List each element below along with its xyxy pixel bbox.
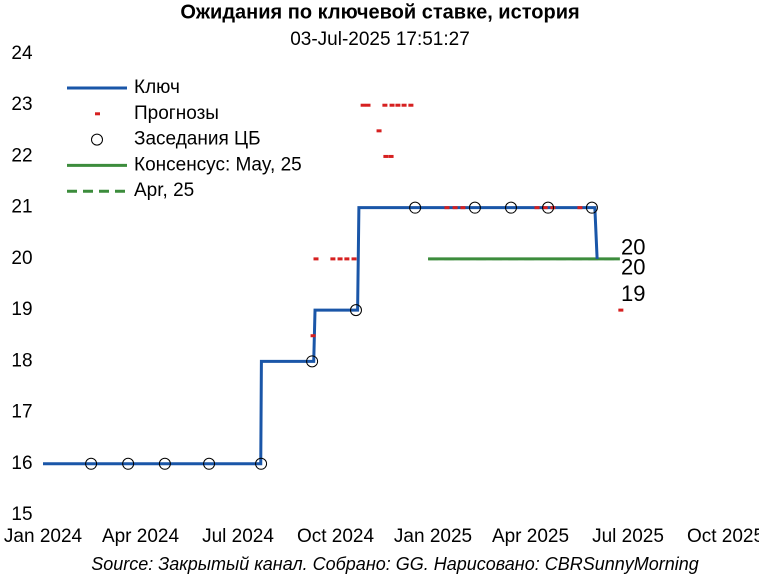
legend-label: Ключ [134,77,180,98]
y-tick-label: 21 [11,197,32,218]
meeting-marker [468,201,481,214]
meeting-marker [85,457,98,470]
meeting-marker [585,201,598,214]
y-tick-label: 15 [11,504,32,525]
end-label: 20 [621,235,645,260]
forecast-point [360,103,366,107]
x-tick-label: Jan 2024 [4,526,83,547]
meeting-marker [349,304,362,317]
end-label: 19 [621,281,645,306]
forecast-point [618,308,624,312]
forecast-point [389,103,395,107]
x-tick-label: Oct 2024 [297,526,375,547]
legend-label: Apr, 25 [134,180,194,201]
meeting-marker [542,201,555,214]
y-tick-label: 23 [11,94,32,115]
y-tick-label: 22 [11,145,32,166]
forecast-point [313,257,319,261]
x-tick-label: Apr 2025 [492,526,569,547]
x-tick-label: Jul 2025 [592,526,664,547]
forecast-point [444,206,450,210]
y-tick-label: 16 [11,453,32,474]
meeting-marker [306,355,319,368]
forecast-point [395,103,401,107]
end-label: 20 [621,255,645,280]
forecast-point [330,257,336,261]
y-tick-label: 20 [11,248,32,269]
forecast-point [382,103,388,107]
x-tick-label: Jan 2025 [394,526,472,547]
legend-label: Прогнозы [134,103,219,124]
forecast-point [344,257,350,261]
forecast-point [337,257,343,261]
source-note: Source: Закрытый канал. Собрано: GG. Нар… [91,554,699,574]
forecast-point [365,103,371,107]
forecast-point [408,103,414,107]
series-line [43,206,599,466]
legend-swatch [91,133,103,146]
y-tick-label: 18 [11,350,32,371]
x-tick-label: Jul 2024 [202,526,274,547]
x-tick-label: Oct 2025 [687,526,759,547]
forecast-point [460,206,466,210]
y-tick-label: 17 [11,402,32,423]
y-tick-label: 24 [11,43,33,64]
meeting-marker [203,457,216,470]
forecast-point [401,103,407,107]
forecast-point [452,206,458,210]
chart-title: Ожидания по ключевой ставке, история [180,1,579,23]
meeting-marker [122,457,135,470]
forecast-point [383,154,389,158]
legend-swatch [95,112,100,116]
meeting-marker [158,457,171,470]
forecast-point [310,334,316,338]
forecast-point [351,257,357,261]
meeting-marker [255,457,268,470]
forecast-point [550,206,556,210]
meeting-marker [505,201,517,214]
forecast-point [376,129,382,133]
forecast-point [577,206,583,210]
forecast-point [534,206,540,210]
forecast-point [388,154,394,158]
y-tick-label: 19 [11,299,32,320]
forecast-point [542,206,548,210]
x-tick-label: Apr 2024 [102,526,180,547]
legend-label: Заседания ЦБ [134,129,261,150]
chart-subtitle: 03-Jul-2025 17:51:27 [290,29,470,50]
meeting-marker [409,201,422,214]
legend-label: Консенсус: May, 25 [134,154,302,175]
